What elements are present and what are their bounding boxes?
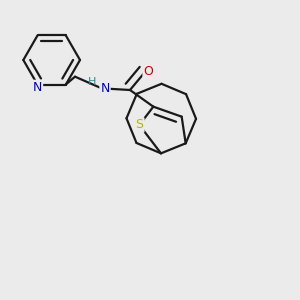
Text: N: N <box>100 82 110 95</box>
Text: O: O <box>143 65 153 78</box>
Text: S: S <box>135 118 143 131</box>
Text: N: N <box>33 81 42 94</box>
Text: H: H <box>88 77 97 87</box>
